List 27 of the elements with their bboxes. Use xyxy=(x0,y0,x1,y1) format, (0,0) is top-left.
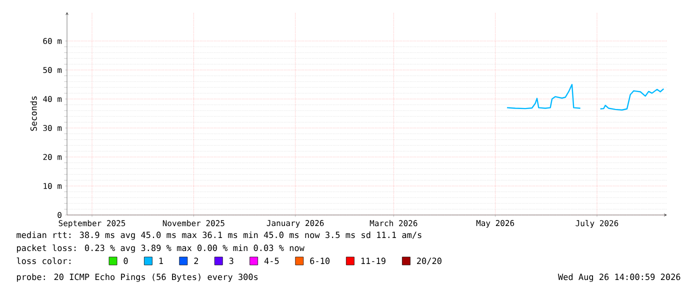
y-tick-label: 10 m xyxy=(44,182,62,190)
y-tick-label: 20 m xyxy=(43,154,62,160)
x-tick-label: July 2026 xyxy=(576,220,618,228)
legend-label: 1 xyxy=(159,258,163,264)
x-tick-label: January 2026 xyxy=(266,220,324,228)
y-tick-label: 30 m xyxy=(43,124,62,132)
x-tick-label: September 2025 xyxy=(58,220,126,228)
text: Wed Aug 26 14:00:59 2026 xyxy=(558,274,680,282)
legend-label: 20/20 xyxy=(417,258,442,265)
legend-label: 0 xyxy=(124,258,128,264)
y-tick-label: 50 m xyxy=(43,66,62,74)
legend-label: 4-5 xyxy=(264,258,279,264)
x-tick-label: March 2026 xyxy=(370,220,418,226)
legend-label: 6-10 xyxy=(310,258,330,264)
x-tick-label: May 2026 xyxy=(476,220,514,228)
y-tick-label: 60 m xyxy=(43,38,62,44)
y-tick-label: 40 m xyxy=(43,96,62,102)
y-tick-label: 0 xyxy=(58,212,62,218)
legend-label: 2 xyxy=(194,258,198,264)
text: median rtt: 38.9 ms avg 45.0 ms max 36.1 ms min 45.0 ms now 3.5 ms sd 11.1 am/s xyxy=(16,232,422,240)
text: packet loss: 0.23 % avg 3.89 % max 0.00 % min 0.03 % now xyxy=(17,244,304,253)
x-tick-label: November 2025 xyxy=(162,220,224,226)
legend-title: loss color: xyxy=(16,257,70,264)
legend-label: 3 xyxy=(229,258,234,264)
legend-label: 11-19 xyxy=(361,258,386,264)
y-axis-title: Seconds xyxy=(30,96,37,131)
text: probe: 20 ICMP Echo Pings (56 Bytes) every 300s xyxy=(17,274,258,282)
